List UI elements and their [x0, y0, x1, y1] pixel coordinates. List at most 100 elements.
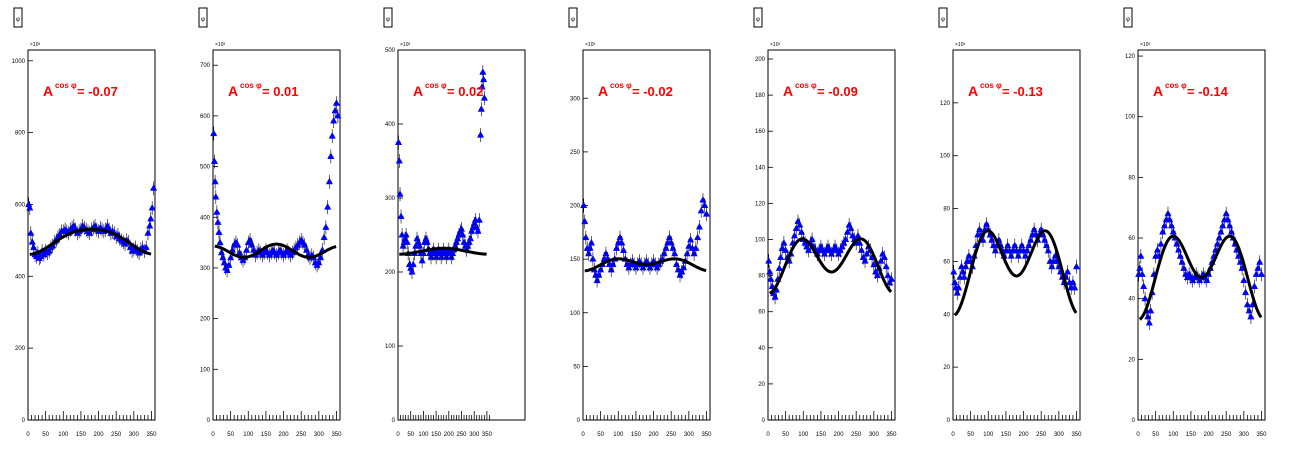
x-tick-label: 350 [331, 432, 342, 438]
marker-triangle [1242, 288, 1250, 296]
marker-triangle [395, 138, 403, 145]
marker-triangle [477, 131, 485, 138]
data-point [1242, 285, 1250, 300]
data-point [212, 189, 220, 204]
marker-triangle [334, 111, 342, 119]
fit-curve [583, 257, 707, 273]
marker-triangle [775, 264, 783, 271]
x-tick-label: 300 [684, 432, 695, 438]
marker-triangle [459, 231, 467, 238]
y-tick-label: 200 [570, 204, 581, 210]
annotation-value: = 0.02 [447, 84, 484, 99]
marker-triangle [1176, 252, 1184, 259]
x-tick-label: 200 [444, 432, 455, 438]
data-point [418, 253, 426, 268]
data-point [26, 201, 34, 216]
marker-triangle [1175, 246, 1183, 253]
marker-triangle [1160, 221, 1168, 229]
marker-triangle [26, 204, 34, 211]
y-exponent-label: ×10³ [1140, 42, 1150, 48]
x-tick-label: 50 [597, 432, 604, 438]
data-point [214, 215, 222, 230]
y-tick-label: 400 [15, 274, 26, 280]
data-point [767, 272, 775, 287]
marker-triangle [322, 223, 330, 230]
data-point [408, 265, 416, 279]
y-tick-label: 20 [943, 365, 950, 371]
marker-triangle [225, 261, 233, 268]
x-tick-label: 150 [1186, 432, 1197, 438]
marker-triangle [602, 249, 610, 257]
x-tick-label: 250 [666, 432, 677, 438]
annotation-superscript: cos φ [240, 81, 262, 90]
marker-triangle [325, 177, 333, 185]
marker-triangle [790, 231, 798, 239]
data-point [322, 220, 330, 235]
data-point [150, 181, 158, 196]
data-point [701, 198, 709, 213]
data-point [882, 259, 890, 274]
marker-triangle [955, 283, 963, 291]
panel-tag: φ [198, 7, 208, 28]
x-tick-label: 0 [211, 432, 215, 438]
marker-triangle [220, 258, 228, 266]
data-point [225, 258, 233, 273]
marker-triangle [451, 242, 459, 249]
data-point [1140, 279, 1148, 294]
x-tick-label: 350 [1256, 432, 1267, 438]
data-point [395, 135, 403, 150]
y-tick-label: 200 [200, 317, 211, 323]
y-tick-label: 0 [207, 418, 211, 424]
data-point [880, 250, 888, 265]
annotation-base: A [43, 83, 53, 99]
marker-triangle [960, 273, 968, 280]
marker-triangle [950, 268, 958, 275]
data-point [479, 65, 487, 80]
panel-tag-box [753, 7, 763, 28]
marker-triangle [582, 233, 590, 241]
marker-triangle [1178, 258, 1186, 265]
data-point [243, 243, 251, 258]
marker-triangle [1240, 276, 1248, 283]
marker-triangle [214, 218, 222, 225]
data-point [863, 246, 871, 261]
annotation-superscript: cos φ [795, 81, 817, 90]
data-point [210, 126, 218, 141]
marker-triangle [477, 105, 485, 112]
marker-triangle [211, 177, 219, 185]
fit-curve [768, 237, 893, 295]
y-tick-label: 40 [758, 346, 765, 352]
marker-triangle [1254, 264, 1262, 271]
marker-triangle [327, 152, 335, 159]
data-point [877, 254, 885, 269]
data-point [695, 219, 703, 234]
x-tick-label: 100 [243, 432, 254, 438]
data-point [480, 91, 488, 106]
data-point [403, 235, 411, 250]
x-tick-label: 350 [1071, 432, 1082, 438]
x-tick-label: 200 [649, 432, 660, 438]
marker-triangle [216, 238, 224, 246]
y-tick-label: 0 [947, 418, 951, 424]
data-point [1247, 309, 1255, 324]
fit-curve [213, 242, 337, 259]
chart-panel-1: φ ×10³ 0 200 400 600 800 1000 0 50 100 150 200 250 300… [12, 7, 158, 438]
annotation-base: A [968, 83, 978, 99]
annotation-superscript: cos φ [425, 81, 447, 90]
data-point [148, 201, 156, 216]
marker-triangle [699, 196, 707, 203]
x-tick-label: 250 [1221, 432, 1232, 438]
marker-triangle [454, 234, 462, 242]
data-point [331, 103, 339, 118]
annotation-superscript: cos φ [55, 81, 77, 90]
data-point [478, 80, 486, 94]
data-point [771, 290, 779, 305]
x-tick-label: 300 [1054, 432, 1065, 438]
marker-triangle [1245, 306, 1253, 314]
marker-triangle [1250, 282, 1258, 290]
x-tick-label: 100 [58, 432, 69, 438]
data-point [211, 174, 219, 189]
